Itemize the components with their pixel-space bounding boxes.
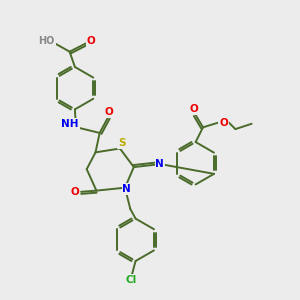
Text: O: O — [104, 107, 113, 117]
Text: HO: HO — [38, 36, 55, 46]
Text: Cl: Cl — [125, 275, 137, 285]
Text: O: O — [190, 104, 198, 114]
Text: N: N — [122, 184, 131, 194]
Text: NH: NH — [61, 119, 79, 129]
Text: O: O — [87, 36, 95, 46]
Text: S: S — [118, 138, 125, 148]
Text: O: O — [71, 187, 80, 197]
Text: O: O — [219, 118, 228, 128]
Text: N: N — [155, 159, 164, 169]
